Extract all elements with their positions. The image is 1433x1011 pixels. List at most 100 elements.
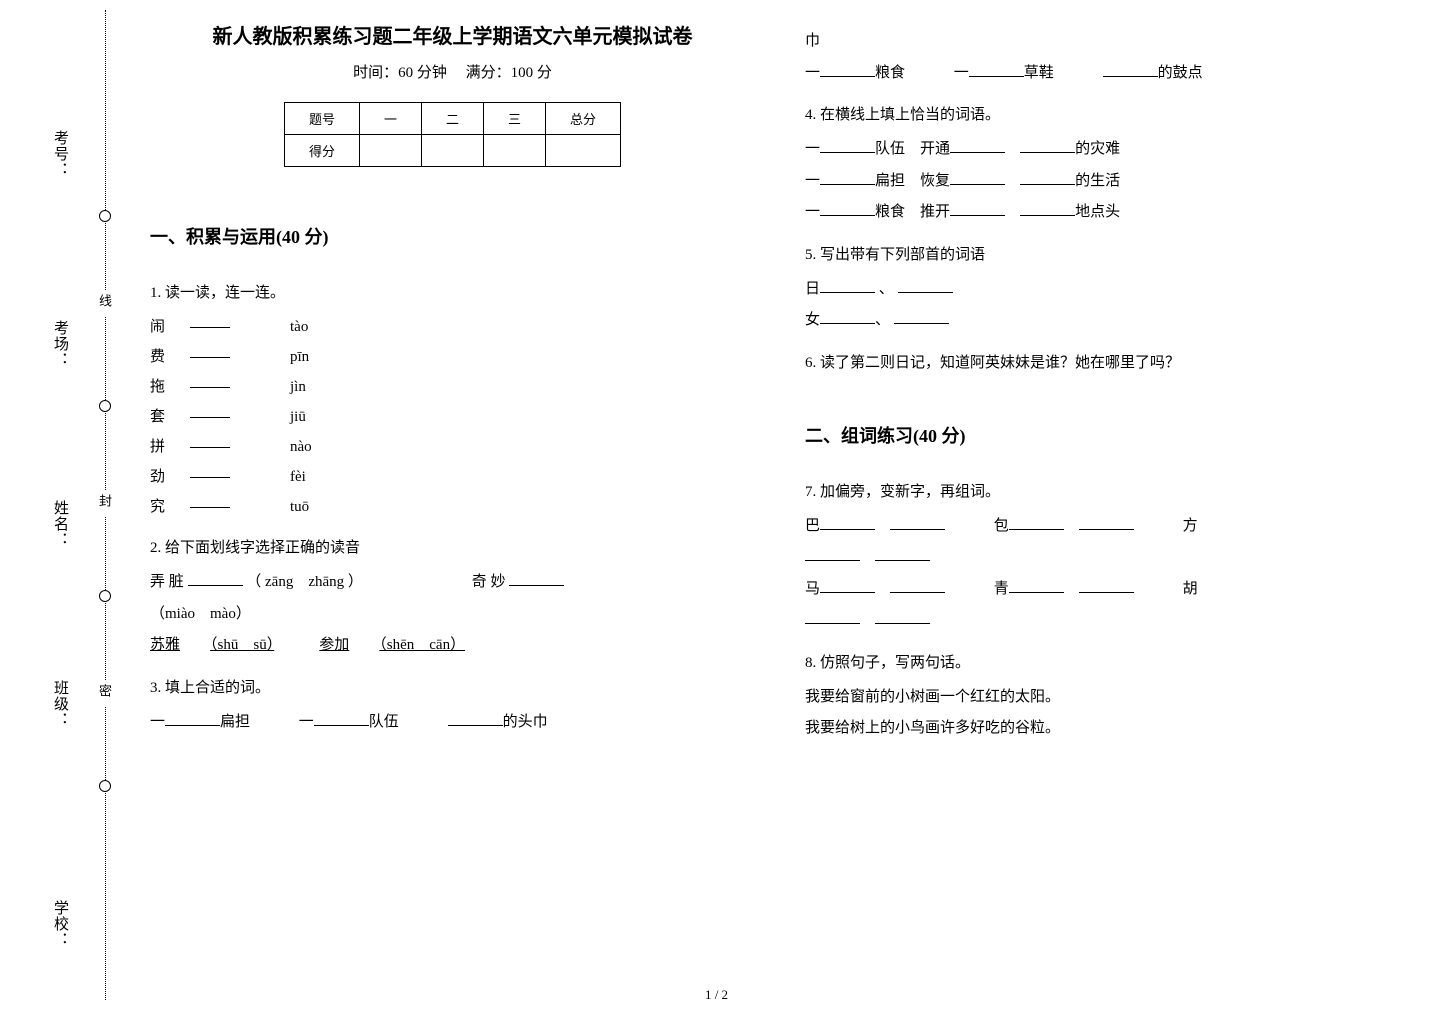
blank bbox=[820, 169, 875, 185]
blank bbox=[820, 577, 875, 593]
blank bbox=[890, 514, 945, 530]
q8-prompt: 8. 仿照句子，写两句话。 bbox=[805, 651, 1410, 672]
list-item: 劲fèi bbox=[150, 462, 755, 492]
q7-prompt: 7. 加偏旁，变新字，再组词。 bbox=[805, 480, 1410, 501]
blank bbox=[805, 608, 860, 624]
blank bbox=[820, 277, 875, 293]
blank bbox=[188, 570, 243, 586]
th-tihao: 题号 bbox=[284, 103, 359, 135]
blank bbox=[898, 277, 953, 293]
blank bbox=[805, 545, 860, 561]
exam-title: 新人教版积累练习题二年级上学期语文六单元模拟试卷 bbox=[150, 20, 755, 49]
list-item: 拖jìn bbox=[150, 372, 755, 402]
blank bbox=[1103, 61, 1158, 77]
q3-line2: 一粮食 一草鞋 的鼓点 bbox=[805, 58, 1410, 90]
blank bbox=[190, 372, 230, 388]
q3-topjin: 巾 bbox=[805, 26, 1410, 58]
binding-circle bbox=[99, 400, 111, 412]
q2-line3: 苏雅 （shū sū） 参加 （shēn cān） bbox=[150, 630, 755, 662]
td-blank bbox=[421, 135, 483, 167]
q4-r2: 一扁担 恢复 的生活 bbox=[805, 166, 1410, 198]
blank bbox=[190, 342, 230, 358]
blank bbox=[314, 710, 369, 726]
q5-prompt: 5. 写出带有下列部首的词语 bbox=[805, 243, 1410, 264]
blank bbox=[165, 710, 220, 726]
q3-prompt: 3. 填上合适的词。 bbox=[150, 676, 755, 697]
score-label: 满分： bbox=[466, 65, 511, 81]
blank bbox=[950, 137, 1005, 153]
side-label-banji: 班级： bbox=[50, 680, 71, 728]
blank bbox=[190, 312, 230, 328]
blank bbox=[969, 61, 1024, 77]
left-column: 新人教版积累练习题二年级上学期语文六单元模拟试卷 时间：60 分钟 满分：100… bbox=[150, 20, 755, 980]
blank bbox=[890, 577, 945, 593]
blank bbox=[1009, 514, 1064, 530]
q4-r1: 一队伍 开通 的灾难 bbox=[805, 134, 1410, 166]
blank bbox=[875, 545, 930, 561]
q7-r2b bbox=[805, 605, 1410, 637]
blank bbox=[875, 608, 930, 624]
blank bbox=[950, 169, 1005, 185]
td-blank bbox=[546, 135, 621, 167]
page-number: 1 / 2 bbox=[705, 987, 728, 1003]
exam-subtitle: 时间：60 分钟 满分：100 分 bbox=[150, 61, 755, 82]
list-item: 闹tào bbox=[150, 312, 755, 342]
q7-r2: 马 青 胡 bbox=[805, 574, 1410, 606]
th-3: 三 bbox=[484, 103, 546, 135]
side-label-xuexiao: 学校： bbox=[50, 900, 71, 948]
score-value: 100 分 bbox=[511, 65, 552, 81]
q2-line1: 弄 脏 （ zāng zhāng ） 奇 妙 bbox=[150, 567, 755, 599]
binding-vtext-mi: 密 bbox=[95, 680, 114, 707]
td-defen: 得分 bbox=[284, 135, 359, 167]
blank bbox=[894, 308, 949, 324]
blank bbox=[820, 200, 875, 216]
side-label-kaohao: 考号： bbox=[50, 130, 71, 178]
q2-line2: （miào mào） bbox=[150, 599, 755, 631]
time-value: 60 分钟 bbox=[398, 65, 447, 81]
blank bbox=[190, 402, 230, 418]
table-row: 得分 bbox=[284, 135, 620, 167]
list-item: 套jiū bbox=[150, 402, 755, 432]
q7-r1: 巴 包 方 bbox=[805, 511, 1410, 543]
blank bbox=[820, 61, 875, 77]
blank bbox=[448, 710, 503, 726]
blank bbox=[190, 492, 230, 508]
blank bbox=[950, 200, 1005, 216]
right-column: 巾 一粮食 一草鞋 的鼓点 4. 在横线上填上恰当的词语。 一队伍 开通 的灾难… bbox=[805, 20, 1410, 980]
q8-ex2: 我要给树上的小鸟画许多好吃的谷粒。 bbox=[805, 713, 1410, 745]
td-blank bbox=[359, 135, 421, 167]
list-item: 究tuō bbox=[150, 492, 755, 522]
blank bbox=[1079, 577, 1134, 593]
th-2: 二 bbox=[421, 103, 483, 135]
binding-circle bbox=[99, 780, 111, 792]
td-blank bbox=[484, 135, 546, 167]
section-1-heading: 一、积累与运用(40 分) bbox=[150, 223, 755, 249]
score-table: 题号 一 二 三 总分 得分 bbox=[284, 102, 621, 167]
th-total: 总分 bbox=[546, 103, 621, 135]
q2-prompt: 2. 给下面划线字选择正确的读音 bbox=[150, 536, 755, 557]
list-item: 费pīn bbox=[150, 342, 755, 372]
list-item: 拼nào bbox=[150, 432, 755, 462]
blank bbox=[190, 432, 230, 448]
q8-ex1: 我要给窗前的小树画一个红红的太阳。 bbox=[805, 682, 1410, 714]
side-label-xingming: 姓名： bbox=[50, 500, 71, 548]
q5-r1: 日 、 bbox=[805, 274, 1410, 306]
blank bbox=[1020, 169, 1075, 185]
binding-vtext-feng: 封 bbox=[95, 490, 114, 517]
binding-circle bbox=[99, 590, 111, 602]
q6-prompt: 6. 读了第二则日记，知道阿英妹妹是谁？她在哪里了吗？ bbox=[805, 351, 1410, 372]
q3-line: 一扁担 一队伍 的头巾 bbox=[150, 707, 755, 739]
blank bbox=[1020, 200, 1075, 216]
page-content: 新人教版积累练习题二年级上学期语文六单元模拟试卷 时间：60 分钟 满分：100… bbox=[150, 20, 1410, 980]
blank bbox=[190, 462, 230, 478]
blank bbox=[820, 514, 875, 530]
blank bbox=[1079, 514, 1134, 530]
blank bbox=[1009, 577, 1064, 593]
blank bbox=[820, 137, 875, 153]
time-label: 时间： bbox=[353, 65, 398, 81]
q7-r1b bbox=[805, 542, 1410, 574]
binding-vtext-xian: 线 bbox=[95, 290, 114, 317]
blank bbox=[1020, 137, 1075, 153]
binding-circle bbox=[99, 210, 111, 222]
q4-r3: 一粮食 推开 地点头 bbox=[805, 197, 1410, 229]
